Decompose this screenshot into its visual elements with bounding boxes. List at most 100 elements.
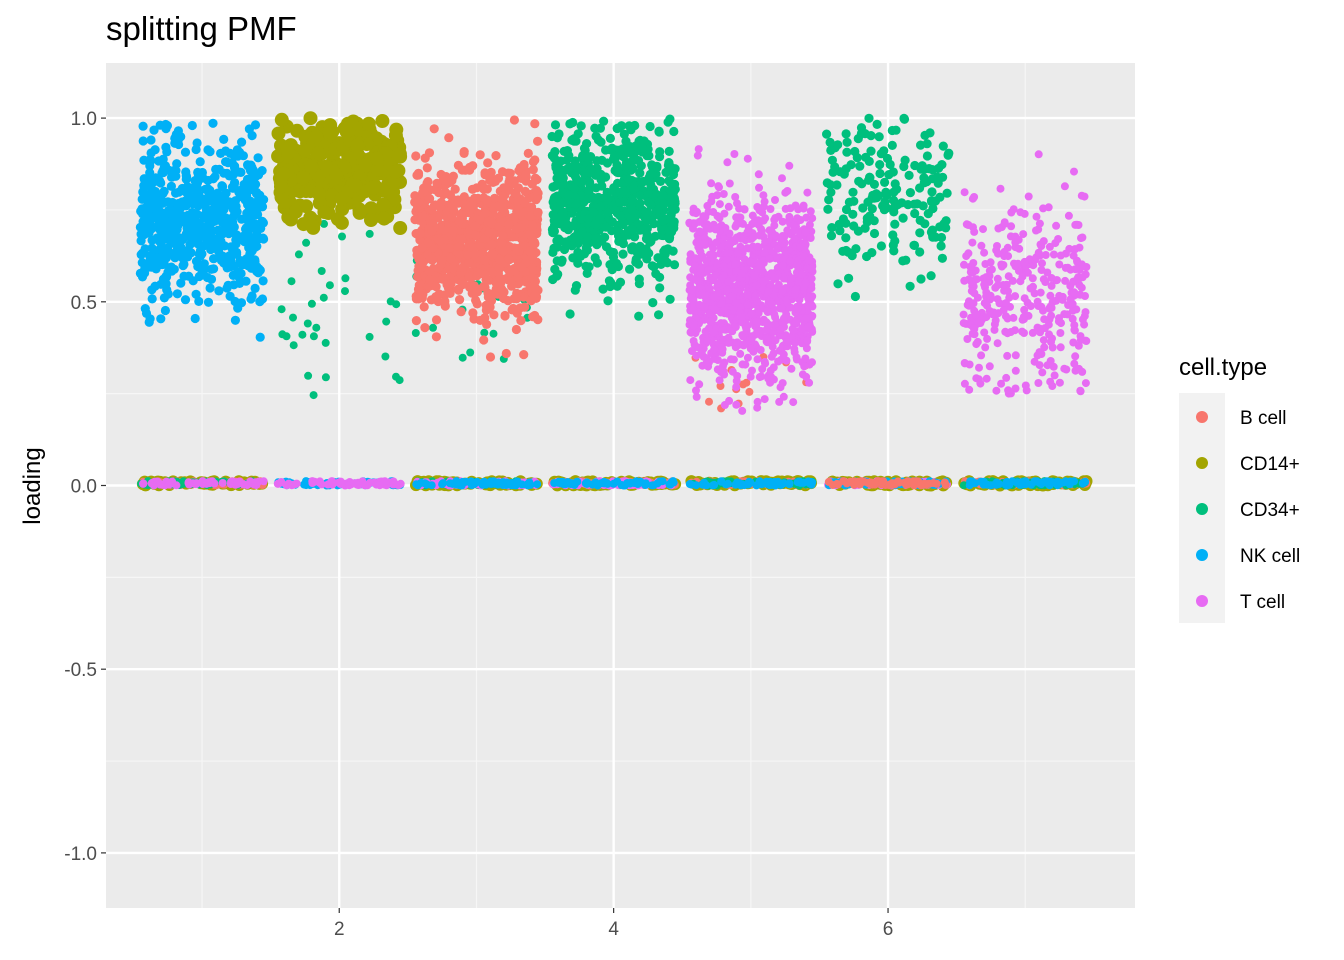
point-b-cell (447, 212, 457, 222)
point-b-cell (444, 133, 454, 143)
point-cd14- (364, 213, 378, 227)
point-t-cell (732, 233, 741, 242)
point-nk-cell (198, 194, 208, 204)
point-cd14- (274, 112, 289, 127)
point-b-cell (420, 153, 430, 163)
point-cd34- (575, 251, 586, 261)
point-b-cell (513, 196, 523, 206)
point-cd34- (582, 139, 592, 149)
point-b-cell (500, 310, 510, 321)
point-nk-cell (162, 147, 172, 157)
point-cd14- (309, 129, 323, 144)
point-cd34- (294, 250, 303, 259)
point-b-cell (531, 283, 541, 293)
point-t-cell (699, 352, 708, 361)
point-t-cell (713, 191, 722, 200)
point-nk-cell (160, 222, 170, 232)
point-t-cell (713, 356, 722, 364)
point-b-cell (434, 188, 444, 198)
point-t-cell (748, 366, 756, 375)
point-nk-cell (157, 168, 167, 178)
point-t-cell (791, 285, 800, 294)
point-b-cell (446, 253, 456, 264)
point-cd34- (664, 234, 675, 244)
point-nk-cell (258, 276, 268, 286)
point-b-cell (497, 194, 507, 204)
point-cd34- (595, 202, 606, 212)
point-b-cell (440, 296, 450, 306)
point-cd34- (395, 376, 404, 385)
point-b-cell (454, 216, 464, 226)
point-b-cell (431, 315, 442, 325)
point-cd34- (320, 219, 328, 228)
point-b-cell (512, 243, 522, 254)
point-t-cell (791, 338, 800, 347)
point-nk-cell (258, 218, 268, 228)
point-b-cell (440, 187, 450, 197)
point-t-cell (757, 372, 766, 381)
point-cd14- (388, 128, 403, 143)
point-t-cell (709, 328, 718, 337)
point-t-cell (762, 334, 771, 343)
point-t-cell (758, 208, 767, 217)
point-cd34- (634, 311, 644, 321)
point-cd34- (618, 249, 628, 259)
point-cd34- (623, 174, 634, 184)
point-b-cell (468, 308, 478, 318)
point-t-cell (700, 239, 709, 248)
point-cd34- (645, 121, 655, 132)
point-cd34- (341, 274, 350, 283)
point-t-cell (789, 398, 798, 407)
point-t-cell (720, 209, 729, 218)
point-b-cell (480, 208, 490, 218)
point-t-cell (803, 336, 812, 345)
point-t-cell (752, 317, 761, 326)
point-t-cell (761, 237, 770, 246)
point-nk-cell (152, 233, 162, 243)
point-b-cell (427, 254, 437, 264)
point-nk-cell (588, 480, 597, 489)
point-t-cell (763, 308, 772, 316)
point-cd34- (626, 213, 637, 223)
point-cd34- (567, 135, 577, 145)
point-cd34- (635, 168, 645, 178)
point-cd34- (666, 178, 676, 188)
point-t-cell (765, 254, 774, 263)
point-cd34- (289, 313, 297, 322)
point-t-cell (689, 321, 698, 330)
point-nk-cell (141, 262, 151, 272)
point-nk-cell (665, 480, 674, 489)
point-b-cell (444, 178, 454, 188)
point-nk-cell (161, 251, 171, 261)
point-nk-cell (613, 477, 622, 486)
point-nk-cell (162, 244, 172, 254)
point-cd34- (634, 136, 644, 146)
point-t-cell (764, 287, 773, 296)
point-b-cell (511, 324, 521, 335)
point-nk-cell (234, 167, 244, 177)
point-cd14- (311, 146, 326, 161)
point-t-cell (715, 376, 724, 385)
point-nk-cell (658, 477, 667, 486)
point-nk-cell (698, 480, 707, 489)
point-nk-cell (167, 172, 177, 182)
point-nk-cell (160, 161, 171, 171)
point-cd34- (665, 294, 675, 304)
point-nk-cell (252, 227, 262, 237)
point-t-cell (743, 228, 752, 237)
point-nk-cell (247, 162, 257, 173)
point-b-cell (525, 246, 535, 256)
point-cd34- (570, 232, 580, 242)
point-b-cell (533, 136, 543, 146)
point-t-cell (807, 274, 816, 283)
point-b-cell (475, 315, 485, 325)
point-t-cell (703, 201, 712, 210)
point-b-cell (410, 215, 420, 225)
point-nk-cell (226, 262, 236, 272)
point-t-cell (800, 362, 809, 371)
point-t-cell (733, 248, 742, 257)
point-cd34- (602, 158, 613, 168)
point-cd34- (637, 143, 648, 153)
point-t-cell (790, 226, 799, 235)
point-t-cell (779, 350, 788, 359)
